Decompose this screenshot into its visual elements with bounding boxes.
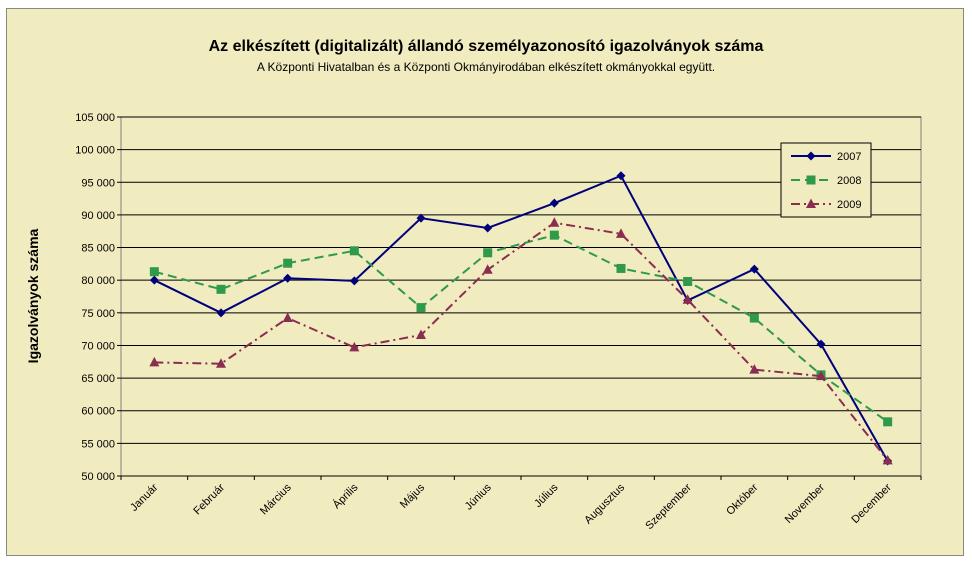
y-tick-label: 70 000 [81,340,115,352]
data-point [749,313,759,323]
y-tick-label: 65 000 [81,373,115,385]
data-point [806,151,816,161]
y-axis-label: Igazolványok száma [25,228,41,363]
chart-title: Az elkészített (digitalizált) állandó sz… [208,38,764,55]
data-point [283,273,293,283]
legend: 2007 2008 2009 [780,142,872,218]
data-point [416,303,426,313]
y-tick-label: 105 000 [75,112,115,124]
legend-item-2009: 2009 [791,198,861,211]
data-point [216,308,226,318]
data-point [549,230,559,240]
chart-subtitle: A Központi Hivatalban és a Központi Okmá… [256,60,716,74]
y-tick-label: 60 000 [81,406,115,418]
data-point [806,198,816,208]
data-point [816,339,826,349]
x-axis-ticks: Január Február Március Április Május Június Jú… [120,476,922,532]
x-tick-label: Március [258,481,294,517]
x-tick-label: Augusztus [582,481,627,526]
data-point [349,246,359,256]
data-point [882,454,893,465]
data-point [416,329,426,340]
data-point [482,264,493,274]
legend-item-2008: 2008 [791,175,861,187]
x-tick-label: Szeptember [643,481,694,532]
data-point [683,276,693,286]
series-2009 [149,217,893,465]
data-point [883,417,893,427]
y-axis-ticks: 50 000 55 000 60 000 65 000 70 000 75 000 80 0… [75,112,121,483]
x-tick-label: Április [330,481,361,512]
data-point [483,248,493,258]
data-point [282,312,293,323]
data-point [616,263,626,273]
data-point [216,284,226,294]
x-tick-label: November [783,481,828,526]
y-tick-label: 90 000 [81,210,115,222]
y-tick-label: 100 000 [75,145,115,157]
series-line [153,174,889,462]
legend-label: 2007 [837,151,861,163]
legend-label: 2009 [837,199,861,211]
series-group [149,171,893,466]
x-tick-label: December [849,481,894,526]
y-tick-label: 80 000 [81,275,115,287]
legend-label: 2008 [837,175,861,187]
data-point [749,364,760,374]
data-point [149,267,159,277]
data-point [483,223,493,233]
data-point [749,264,759,274]
y-tick-label: 85 000 [81,243,115,255]
y-tick-label: 55 000 [81,438,115,450]
data-point [616,171,626,181]
y-tick-label: 95 000 [81,177,115,189]
series-line [154,221,889,461]
series-2007 [149,171,893,466]
x-tick-label: Június [463,481,494,512]
data-point [149,275,159,285]
x-tick-label: Február [191,481,227,517]
data-point [616,228,626,238]
x-tick-label: Október [724,481,760,517]
y-tick-label: 75 000 [81,308,115,320]
data-point [149,356,160,367]
x-tick-label: Január [128,481,161,514]
data-point [682,294,693,304]
x-tick-label: Május [398,481,428,511]
data-point [416,213,426,223]
x-tick-label: Július [532,481,561,510]
data-point [216,358,226,368]
data-point [349,276,359,286]
series-line [154,234,889,423]
legend-item-2007: 2007 [791,151,861,163]
data-point [283,258,293,268]
y-tick-label: 50 000 [81,471,115,483]
data-point [806,175,816,185]
data-point [349,341,360,352]
data-point [549,198,559,208]
data-point [549,217,560,227]
data-point [816,370,826,381]
